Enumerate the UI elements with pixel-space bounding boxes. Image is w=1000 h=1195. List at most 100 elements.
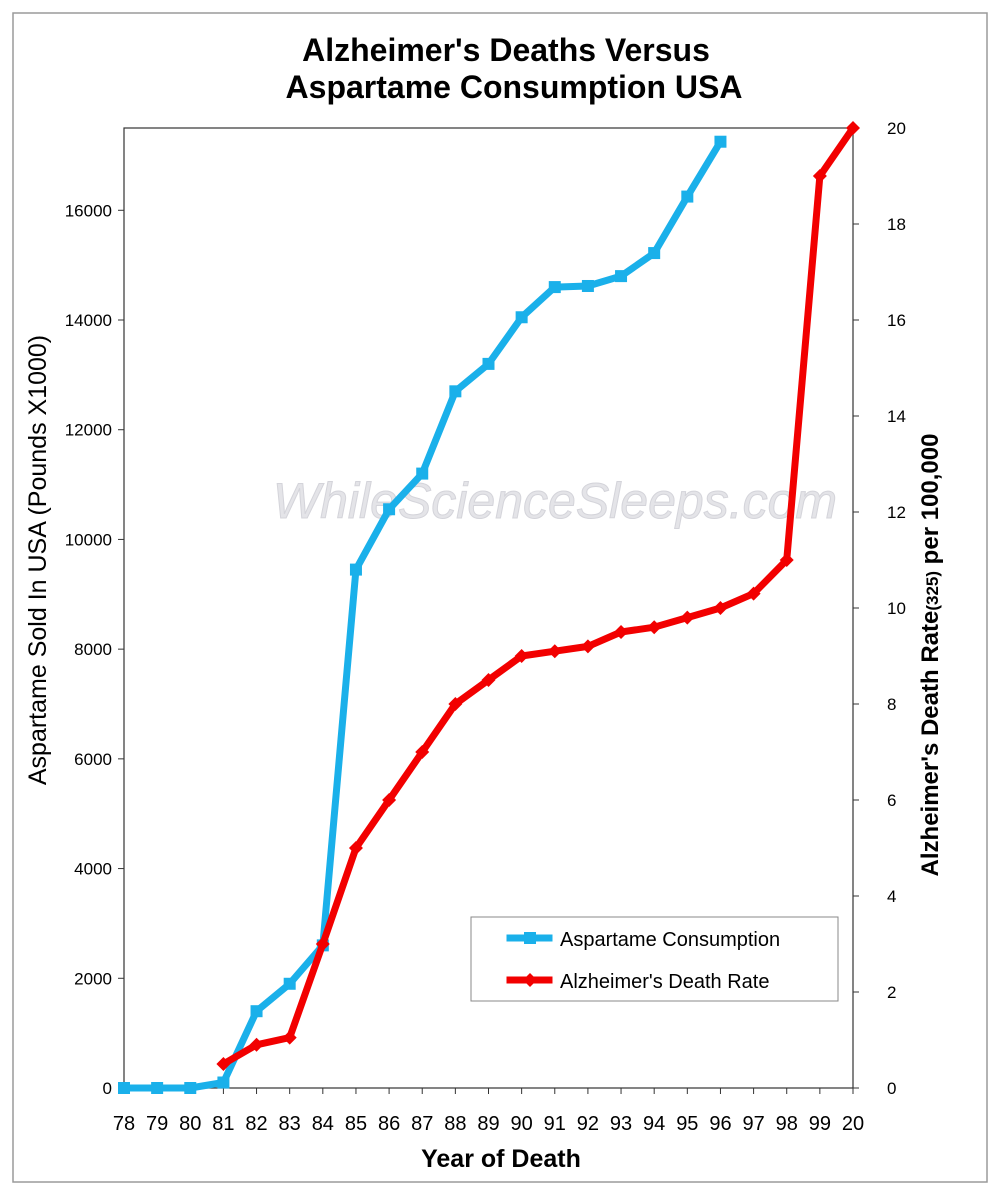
outer-border <box>12 12 988 1183</box>
data-point-alzheimers <box>647 620 662 635</box>
x-tick-label: 94 <box>643 1113 665 1135</box>
data-point-alzheimers <box>779 553 794 567</box>
y-tick-label: 4000 <box>74 860 112 879</box>
x-tick-label: 86 <box>378 1113 400 1135</box>
data-point-alzheimers <box>614 625 629 639</box>
data-point-aspartame <box>184 1082 197 1094</box>
legend-label-alzheimers: Alzheimer's Death Rate <box>560 971 769 993</box>
x-tick-label: 98 <box>776 1113 798 1135</box>
data-point-aspartame <box>714 135 727 148</box>
x-tick-label: 80 <box>179 1113 201 1135</box>
data-point-aspartame <box>648 247 661 260</box>
y-tick-label: 14000 <box>65 311 112 330</box>
y-tick-label: 16000 <box>65 201 112 220</box>
legend-marker-alzheimers <box>523 973 537 987</box>
chart-title-line1: Alzheimer's Deaths Versus <box>302 32 710 68</box>
y2-tick-label: 2 <box>887 983 896 1002</box>
y2-axis-label-tail: per 100,000 <box>917 434 944 571</box>
y-axis-label: Aspartame Sold In USA (Pounds X1000) <box>24 335 52 785</box>
data-point-alzheimers <box>846 121 860 135</box>
x-tick-label: 82 <box>245 1113 267 1135</box>
data-point-alzheimers <box>415 745 430 759</box>
data-point-aspartame <box>118 1082 130 1094</box>
y-tick-label: 12000 <box>65 421 112 440</box>
data-point-aspartame <box>615 270 628 283</box>
data-point-alzheimers <box>580 639 595 654</box>
y2-tick-label: 14 <box>887 407 906 426</box>
x-tick-label: 78 <box>113 1113 135 1135</box>
series-line-alzheimers <box>219 124 857 1068</box>
y2-tick-label: 16 <box>887 311 906 330</box>
data-point-aspartame <box>416 467 429 480</box>
y2-tick-label: 0 <box>887 1079 896 1098</box>
y2-axis-label: Alzheimer's Death Rate(325) per 100,000 <box>917 434 944 877</box>
x-tick-label: 79 <box>146 1113 168 1135</box>
data-point-alzheimers <box>680 610 695 625</box>
x-tick-label: 95 <box>676 1113 698 1135</box>
data-point-aspartame <box>151 1082 164 1094</box>
data-point-alzheimers <box>713 601 728 615</box>
data-point-aspartame <box>581 279 594 292</box>
y2-tick-label: 12 <box>887 503 906 522</box>
legend-marker-aspartame <box>524 932 536 944</box>
legend-label-aspartame: Aspartame Consumption <box>560 929 780 951</box>
y2-axis-ticks: 0 2 4 6 8 10 12 14 16 18 20 <box>853 119 906 1098</box>
y2-axis-label-main: Alzheimer's Death Rate <box>917 611 944 877</box>
y-tick-label: 2000 <box>74 969 112 988</box>
data-point-alzheimers <box>315 937 330 951</box>
y2-tick-label: 8 <box>887 695 896 714</box>
x-tick-label: 84 <box>312 1113 334 1135</box>
x-tick-label: 81 <box>212 1113 234 1135</box>
y-tick-label: 0 <box>103 1079 112 1098</box>
x-tick-label: 97 <box>742 1113 764 1135</box>
data-point-aspartame <box>548 281 561 294</box>
data-point-alzheimers <box>282 1030 297 1045</box>
y-tick-label: 6000 <box>74 750 112 769</box>
y2-tick-label: 6 <box>887 791 896 810</box>
data-point-aspartame <box>515 311 528 324</box>
x-tick-label: 87 <box>411 1113 433 1135</box>
data-point-alzheimers <box>249 1037 264 1052</box>
x-tick-label: 89 <box>477 1113 499 1135</box>
x-tick-label: 91 <box>544 1113 566 1135</box>
data-point-alzheimers <box>382 793 397 807</box>
x-tick-label: 96 <box>709 1113 731 1135</box>
data-point-alzheimers <box>547 644 562 659</box>
data-point-alzheimers <box>216 1057 231 1071</box>
x-tick-label: 99 <box>809 1113 831 1135</box>
x-tick-label: 88 <box>444 1113 466 1135</box>
x-tick-label: 20 <box>842 1113 864 1135</box>
x-tick-label: 90 <box>511 1113 533 1135</box>
data-point-aspartame <box>449 385 462 398</box>
data-point-aspartame <box>283 977 296 990</box>
y2-tick-label: 10 <box>887 599 906 618</box>
legend-box <box>470 916 839 1002</box>
data-point-aspartame <box>482 357 495 370</box>
x-axis-label: Year of Death <box>421 1145 581 1173</box>
data-point-alzheimers <box>746 586 761 601</box>
series-layer <box>118 121 860 1094</box>
data-point-alzheimers <box>448 697 463 711</box>
legend: Aspartame Consumption Alzheimer's Death … <box>470 916 839 1002</box>
y2-tick-label: 20 <box>887 119 906 138</box>
data-point-alzheimers <box>514 649 529 663</box>
y2-tick-label: 4 <box>887 887 896 906</box>
data-point-aspartame <box>383 503 396 516</box>
x-tick-label: 92 <box>577 1113 599 1135</box>
data-point-alzheimers <box>481 673 496 687</box>
data-point-aspartame <box>217 1076 230 1089</box>
x-tick-label: 93 <box>610 1113 632 1135</box>
y2-tick-label: 18 <box>887 215 906 234</box>
chart-title-line2: Aspartame Consumption USA <box>286 69 743 105</box>
x-tick-label: 83 <box>279 1113 301 1135</box>
y-axis-ticks: 0 2000 4000 6000 8000 10000 12000 14000 16000 <box>65 201 124 1098</box>
data-point-aspartame <box>250 1005 263 1018</box>
data-point-aspartame <box>681 190 694 203</box>
y-tick-label: 8000 <box>74 640 112 659</box>
data-point-aspartame <box>349 563 362 576</box>
y2-axis-label-sub: (325) <box>923 571 942 611</box>
x-axis-ticks: 78 79 80 81 82 83 84 85 86 87 88 89 90 91 92 93 94 95 96 97… <box>113 1088 864 1135</box>
watermark: WhileScienceSleeps.com <box>273 473 837 529</box>
